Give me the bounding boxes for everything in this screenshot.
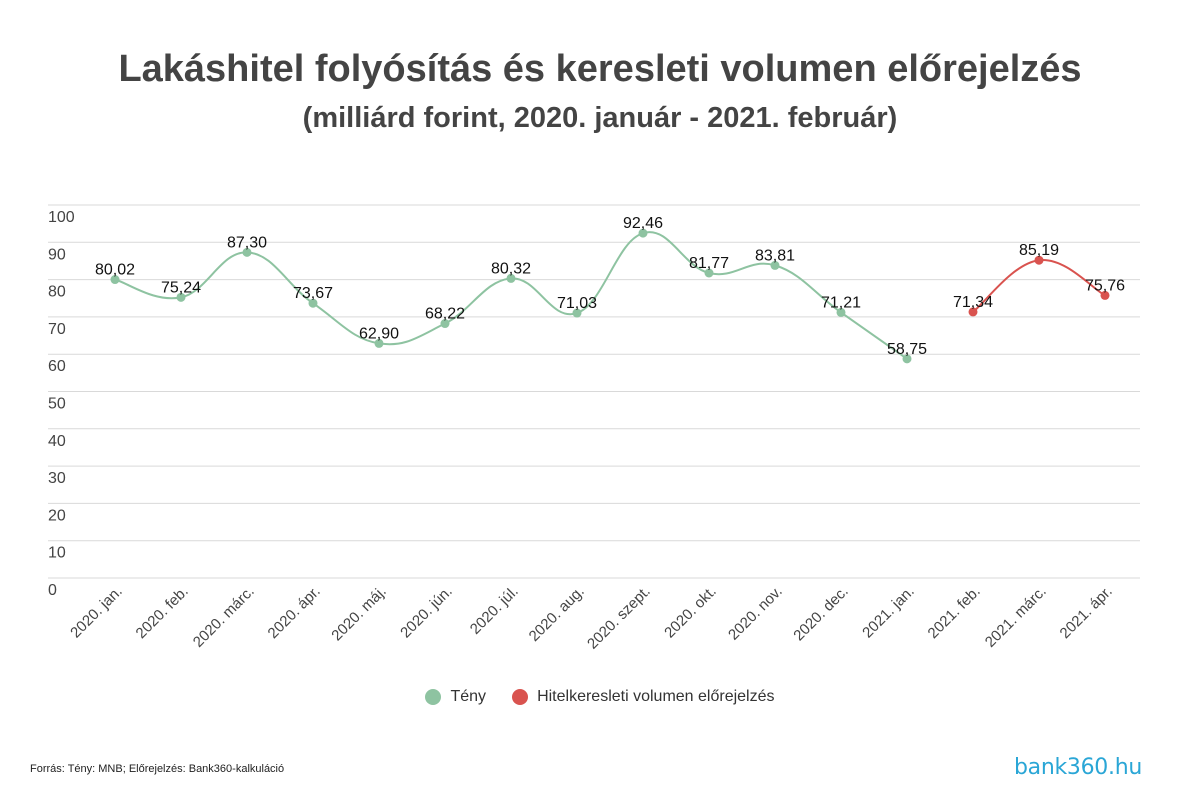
x-tick-label: 2021. feb.: [925, 583, 984, 642]
data-point[interactable]: [572, 308, 582, 318]
data-label: 87,30: [227, 234, 267, 251]
data-label: 71,34: [953, 294, 993, 311]
data-point[interactable]: [506, 273, 516, 283]
chart-title: Lakáshitel folyósítás és keresleti volum…: [118, 48, 1082, 90]
data-point[interactable]: [242, 247, 252, 257]
data-label: 73,67: [293, 285, 333, 302]
legend-dot-icon: [512, 689, 529, 705]
x-axis-ticks: 2020. jan. 2020. feb.2020. márc. 2020. ápr…: [67, 583, 1116, 653]
data-point[interactable]: [902, 354, 912, 364]
series-points: [110, 228, 1110, 364]
data-point[interactable]: [704, 268, 714, 278]
data-point[interactable]: [440, 319, 450, 329]
y-tick-label: 30: [48, 470, 66, 487]
data-point[interactable]: [836, 307, 846, 317]
y-tick-label: 80: [48, 284, 66, 301]
data-point[interactable]: [968, 307, 978, 317]
y-tick-label: 90: [48, 246, 66, 263]
x-tick-label: 2020. júl.: [467, 583, 522, 638]
data-point[interactable]: [176, 292, 186, 302]
x-tick-label: 2020. máj.: [328, 583, 390, 645]
y-tick-label: 40: [48, 433, 66, 450]
data-label: 58,75: [887, 341, 927, 358]
x-tick-label: 2020. nov.: [725, 583, 786, 644]
legend-label: Hitelkeresleti volumen előrejelzés: [537, 688, 775, 705]
y-tick-label: 100: [48, 209, 75, 226]
y-tick-label: 20: [48, 507, 66, 524]
y-tick-label: 0: [48, 582, 57, 599]
x-tick-label: 2021. márc.: [982, 583, 1050, 651]
x-tick-label: 2020. ápr.: [265, 583, 324, 642]
y-tick-label: 10: [48, 545, 66, 562]
legend: Tény Hitelkeresleti volumen előrejelzés: [0, 688, 1200, 706]
source-note: Forrás: Tény: MNB; Előrejelzés: Bank360-…: [30, 763, 285, 775]
data-point[interactable]: [1100, 290, 1110, 300]
x-tick-label: 2020. márc.: [190, 583, 258, 651]
grid-lines: [48, 204, 1140, 579]
data-point[interactable]: [1034, 255, 1044, 265]
data-point[interactable]: [374, 338, 384, 348]
data-labels: 80,02 75,24 87,30 73,67 62,90 68,22 80,32 71,03…: [95, 215, 1125, 358]
x-tick-label: 2020. szept.: [584, 583, 654, 653]
x-tick-label: 2020. jún.: [397, 583, 456, 642]
chart-subtitle: (milliárd forint, 2020. január - 2021. f…: [302, 102, 898, 134]
data-label: 71,03: [557, 295, 597, 312]
y-tick-label: 50: [48, 396, 66, 413]
x-tick-label: 2021. jan.: [859, 583, 918, 642]
data-point[interactable]: [308, 298, 318, 308]
x-tick-label: 2020. feb.: [133, 583, 192, 642]
y-tick-label: 70: [48, 321, 66, 338]
data-label: 75,24: [161, 279, 201, 296]
data-label: 71,21: [821, 294, 861, 311]
y-axis-ticks: 0 10 20 30 40 50 60 70 80 90 100: [48, 209, 75, 599]
data-label: 81,77: [689, 255, 729, 272]
x-tick-label: 2020. aug.: [526, 583, 588, 645]
data-label: 62,90: [359, 325, 399, 342]
brand-logo[interactable]: bank360.hu: [1013, 755, 1142, 780]
legend-label: Tény: [450, 688, 487, 705]
y-tick-label: 60: [48, 358, 66, 375]
data-point[interactable]: [110, 275, 120, 285]
data-label: 68,22: [425, 306, 465, 323]
data-label: 80,02: [95, 262, 135, 279]
x-tick-label: 2020. dec.: [790, 583, 852, 645]
data-label: 92,46: [623, 215, 663, 232]
legend-item-forecast[interactable]: Hitelkeresleti volumen előrejelzés: [512, 688, 775, 706]
data-label: 75,76: [1085, 277, 1125, 294]
data-point[interactable]: [638, 228, 648, 238]
data-label: 80,32: [491, 260, 531, 277]
data-point[interactable]: [770, 260, 780, 270]
legend-dot-icon: [425, 689, 442, 705]
x-tick-label: 2021. ápr.: [1057, 583, 1116, 642]
x-tick-label: 2020. jan.: [67, 583, 126, 642]
x-tick-label: 2020. okt.: [661, 583, 720, 642]
legend-item-teny[interactable]: Tény: [425, 688, 486, 706]
data-label: 83,81: [755, 247, 795, 264]
data-label: 85,19: [1019, 242, 1059, 259]
